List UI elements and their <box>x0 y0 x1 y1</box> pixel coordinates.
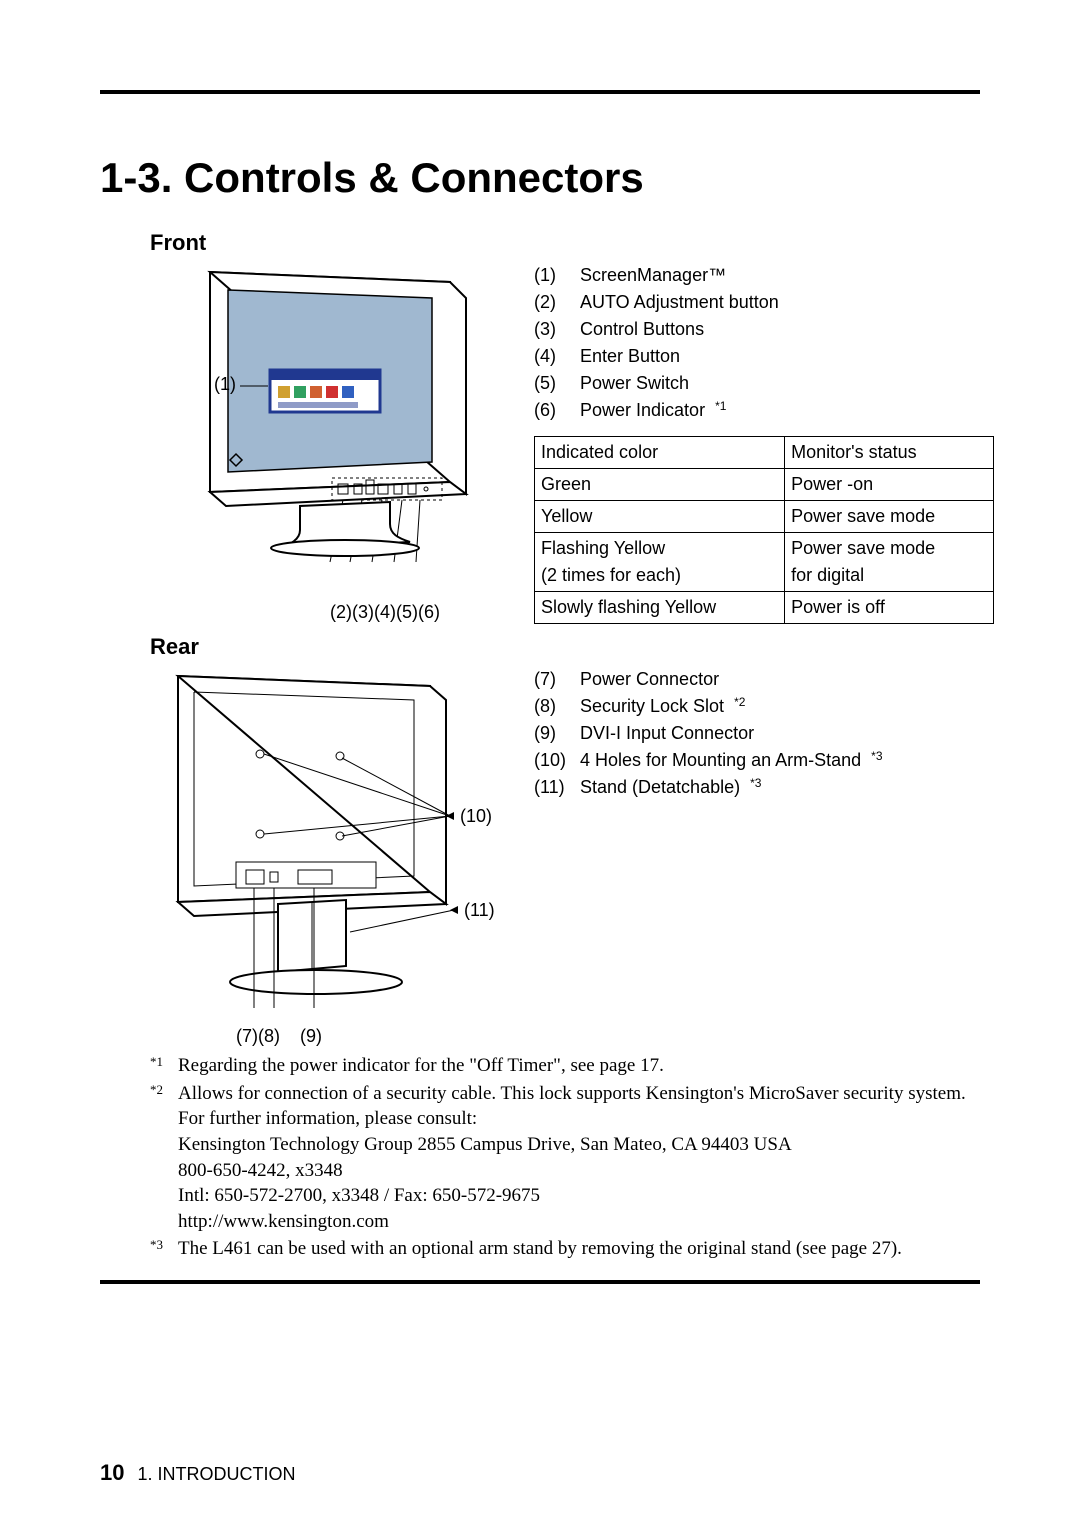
table-cell: Flashing Yellow (2 times for each) <box>535 533 785 592</box>
front-figure: (1) (2)(3)(4)(5)(6) <box>150 262 510 624</box>
fn3-text: The L461 can be used with an optional ar… <box>178 1236 980 1262</box>
list-item: (4) Enter Button <box>534 343 994 370</box>
front-list: (1) ScreenManager™ (2) AUTO Adjustment butt… <box>534 262 994 424</box>
section-number: 1-3. <box>100 154 172 201</box>
item-label: ScreenManager™ <box>580 262 726 289</box>
item-label: Power Indicator <box>580 397 705 424</box>
table-cell: Power -on <box>785 469 994 501</box>
table-cell: Green <box>535 469 785 501</box>
svg-text:(1): (1) <box>214 374 236 394</box>
rear-row: (10) (11) (7)(8) (9) <box>150 666 980 1047</box>
list-item: (1) ScreenManager™ <box>534 262 994 289</box>
fn3-marker: *3 <box>150 1236 170 1262</box>
list-item: (6) Power Indicator *1 <box>534 397 994 424</box>
status-table: Indicated color Monitor's status GreenPo… <box>534 436 994 624</box>
rear-list-col: (7) Power Connector (8) Security Lock Slot *… <box>534 666 980 1047</box>
list-item: (8) Security Lock Slot *2 <box>534 693 980 720</box>
table-row: YellowPower save mode <box>535 501 994 533</box>
item-label: 4 Holes for Mounting an Arm-Stand <box>580 747 861 774</box>
table-cell: Yellow <box>535 501 785 533</box>
svg-text:(10): (10) <box>460 806 492 826</box>
rear-bottom-callouts: (7)(8) (9) <box>236 1026 510 1047</box>
status-header-row: Indicated color Monitor's status <box>535 437 994 469</box>
front-row: (1) (2)(3)(4)(5)(6) (1) ScreenManager™ (2)… <box>150 262 980 624</box>
footnote-2: *2 Allows for connection of a security c… <box>150 1081 980 1235</box>
item-number: (3) <box>534 316 570 343</box>
item-sup: *3 <box>871 747 882 774</box>
footnotes: *1 Regarding the power indicator for the… <box>150 1053 980 1262</box>
front-bottom-callouts: (2)(3)(4)(5)(6) <box>260 602 510 623</box>
front-monitor-svg: (1) <box>150 262 490 602</box>
front-list-col: (1) ScreenManager™ (2) AUTO Adjustment butt… <box>534 262 994 624</box>
fn2-l4: Intl: 650-572-2700, x3348 / Fax: 650-572… <box>178 1183 980 1209</box>
fn2-l3: 800-650-4242, x3348 <box>178 1158 980 1184</box>
item-number: (4) <box>534 343 570 370</box>
footer-chapter: 1. INTRODUCTION <box>138 1464 296 1484</box>
item-label: Security Lock Slot <box>580 693 724 720</box>
page-number: 10 <box>100 1460 124 1485</box>
table-row: Slowly flashing YellowPower is off <box>535 592 994 624</box>
item-number: (5) <box>534 370 570 397</box>
page-footer: 10 1. INTRODUCTION <box>100 1460 296 1486</box>
item-number: (9) <box>534 720 570 747</box>
item-label: Stand (Detatchable) <box>580 774 740 801</box>
list-item: (2) AUTO Adjustment button <box>534 289 994 316</box>
rear-monitor-svg: (10) (11) <box>150 666 510 1026</box>
list-item: (11) Stand (Detatchable) *3 <box>534 774 980 801</box>
section-title: 1-3. Controls & Connectors <box>100 154 980 202</box>
item-number: (11) <box>534 774 570 801</box>
status-h1: Indicated color <box>535 437 785 469</box>
rear-figure: (10) (11) (7)(8) (9) <box>150 666 510 1047</box>
footnote-3: *3 The L461 can be used with an optional… <box>150 1236 980 1262</box>
front-heading: Front <box>150 230 980 256</box>
fn2-body: Allows for connection of a security cabl… <box>178 1081 980 1235</box>
item-label: Power Connector <box>580 666 719 693</box>
bottom-rule <box>100 1280 980 1284</box>
list-item: (3) Control Buttons <box>534 316 994 343</box>
item-label: AUTO Adjustment button <box>580 289 779 316</box>
table-cell: Power is off <box>785 592 994 624</box>
item-number: (10) <box>534 747 570 774</box>
table-row: GreenPower -on <box>535 469 994 501</box>
item-label: Power Switch <box>580 370 689 397</box>
item-number: (6) <box>534 397 570 424</box>
top-rule <box>100 90 980 94</box>
fn1-marker: *1 <box>150 1053 170 1079</box>
rear-list: (7) Power Connector (8) Security Lock Slot *… <box>534 666 980 801</box>
item-label: Enter Button <box>580 343 680 370</box>
item-label: DVI-I Input Connector <box>580 720 754 747</box>
list-item: (5) Power Switch <box>534 370 994 397</box>
fn1-text: Regarding the power indicator for the "O… <box>178 1053 980 1079</box>
item-number: (1) <box>534 262 570 289</box>
section-title-text: Controls & Connectors <box>184 154 644 201</box>
table-cell: Power save mode <box>785 501 994 533</box>
table-cell: Power save mode for digital <box>785 533 994 592</box>
fn2-l5: http://www.kensington.com <box>178 1209 980 1235</box>
svg-text:(11): (11) <box>464 900 495 920</box>
item-number: (7) <box>534 666 570 693</box>
list-item: (10) 4 Holes for Mounting an Arm-Stand *3 <box>534 747 980 774</box>
fn2-l2: Kensington Technology Group 2855 Campus … <box>178 1132 980 1158</box>
list-item: (9) DVI-I Input Connector <box>534 720 980 747</box>
table-row: Flashing Yellow (2 times for each)Power … <box>535 533 994 592</box>
item-label: Control Buttons <box>580 316 704 343</box>
item-number: (2) <box>534 289 570 316</box>
footnote-1: *1 Regarding the power indicator for the… <box>150 1053 980 1079</box>
fn2-marker: *2 <box>150 1081 170 1235</box>
list-item: (7) Power Connector <box>534 666 980 693</box>
table-cell: Slowly flashing Yellow <box>535 592 785 624</box>
item-sup: *1 <box>715 397 726 424</box>
status-h2: Monitor's status <box>785 437 994 469</box>
item-sup: *3 <box>750 774 761 801</box>
rear-heading: Rear <box>150 634 980 660</box>
item-sup: *2 <box>734 693 745 720</box>
item-number: (8) <box>534 693 570 720</box>
fn2-l1: Allows for connection of a security cabl… <box>178 1081 980 1132</box>
